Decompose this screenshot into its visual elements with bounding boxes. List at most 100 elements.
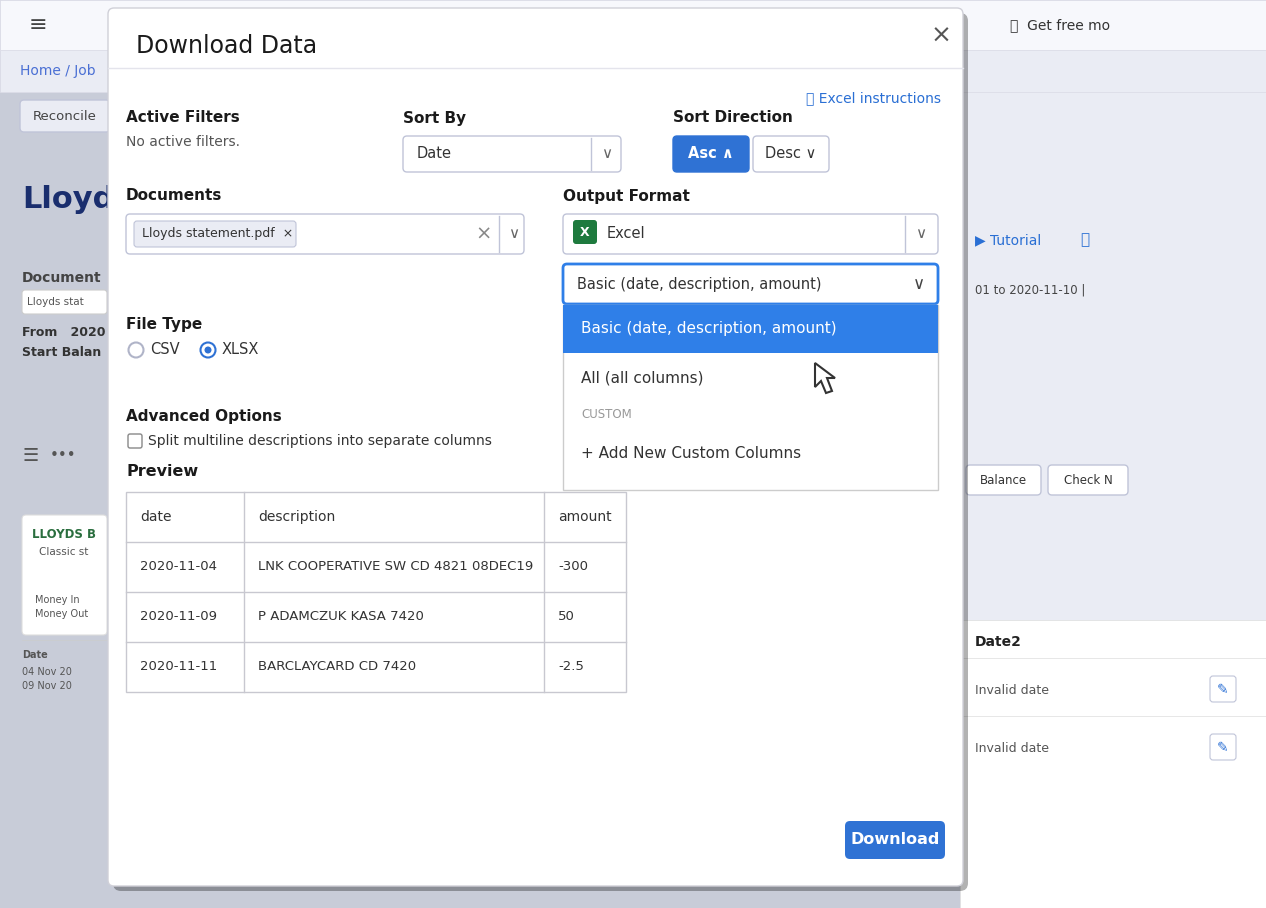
FancyBboxPatch shape bbox=[20, 100, 110, 132]
Text: 2020-11-04: 2020-11-04 bbox=[141, 560, 216, 574]
Text: Output Format: Output Format bbox=[563, 189, 690, 203]
Text: CUSTOM: CUSTOM bbox=[581, 409, 632, 421]
Bar bbox=[960, 92, 1266, 908]
Text: ⧉: ⧉ bbox=[1080, 232, 1089, 248]
Circle shape bbox=[200, 342, 215, 358]
Text: Date2: Date2 bbox=[975, 635, 1022, 649]
Text: File Type: File Type bbox=[127, 317, 203, 331]
Text: Download: Download bbox=[851, 833, 939, 847]
Text: 🎁  Get free mo: 🎁 Get free mo bbox=[1010, 18, 1110, 32]
Text: Preview: Preview bbox=[127, 465, 197, 479]
FancyBboxPatch shape bbox=[134, 221, 296, 247]
Text: Money In: Money In bbox=[35, 595, 80, 605]
Text: Classic st: Classic st bbox=[39, 547, 89, 557]
Text: Start Balan: Start Balan bbox=[22, 347, 101, 360]
Text: Asc ∧: Asc ∧ bbox=[689, 146, 734, 162]
Text: ▶ Tutorial: ▶ Tutorial bbox=[975, 233, 1041, 247]
Text: + Add New Custom Columns: + Add New Custom Columns bbox=[581, 446, 801, 460]
Bar bbox=[563, 305, 938, 353]
FancyBboxPatch shape bbox=[1210, 676, 1236, 702]
Text: Date: Date bbox=[22, 650, 48, 660]
FancyBboxPatch shape bbox=[966, 465, 1041, 495]
Text: Money Out: Money Out bbox=[35, 609, 89, 619]
Text: LLOYDS B: LLOYDS B bbox=[32, 528, 96, 541]
Bar bbox=[0, 0, 1266, 50]
Text: ∨: ∨ bbox=[509, 226, 519, 242]
Text: 01 to 2020-11-10 |: 01 to 2020-11-10 | bbox=[975, 283, 1085, 297]
Text: 09 Nov 20: 09 Nov 20 bbox=[22, 681, 72, 691]
FancyBboxPatch shape bbox=[22, 515, 108, 635]
Text: ✎: ✎ bbox=[1217, 683, 1229, 697]
Circle shape bbox=[129, 342, 143, 358]
Text: •••: ••• bbox=[49, 449, 77, 463]
Text: ∨: ∨ bbox=[913, 275, 925, 293]
Text: date: date bbox=[141, 510, 171, 524]
Text: LNK COOPERATIVE SW CD 4821 08DEC19: LNK COOPERATIVE SW CD 4821 08DEC19 bbox=[258, 560, 533, 574]
Text: Lloyds stat: Lloyds stat bbox=[27, 297, 84, 307]
Text: Split multiline descriptions into separate columns: Split multiline descriptions into separa… bbox=[148, 434, 492, 448]
Text: From   2020: From 2020 bbox=[22, 325, 105, 339]
FancyBboxPatch shape bbox=[128, 434, 142, 448]
Text: Sort By: Sort By bbox=[403, 111, 466, 125]
FancyBboxPatch shape bbox=[108, 8, 963, 886]
Text: ❓ Excel instructions: ❓ Excel instructions bbox=[806, 91, 941, 105]
Text: Download Data: Download Data bbox=[135, 34, 316, 58]
FancyBboxPatch shape bbox=[563, 264, 938, 304]
Text: All (all columns): All (all columns) bbox=[581, 370, 704, 386]
Bar bbox=[0, 50, 1266, 92]
Polygon shape bbox=[815, 363, 836, 393]
Text: Advanced Options: Advanced Options bbox=[127, 409, 282, 423]
Text: X: X bbox=[580, 225, 590, 239]
Text: ∨: ∨ bbox=[915, 226, 927, 242]
Text: Invalid date: Invalid date bbox=[975, 742, 1050, 755]
FancyBboxPatch shape bbox=[573, 220, 598, 244]
FancyBboxPatch shape bbox=[113, 13, 968, 891]
Text: 04 Nov 20: 04 Nov 20 bbox=[22, 667, 72, 677]
FancyBboxPatch shape bbox=[1210, 734, 1236, 760]
FancyBboxPatch shape bbox=[403, 136, 622, 172]
Text: Basic (date, description, amount): Basic (date, description, amount) bbox=[577, 277, 822, 291]
Text: Documents: Documents bbox=[127, 189, 223, 203]
Text: ×: × bbox=[476, 224, 492, 243]
Text: Check N: Check N bbox=[1063, 473, 1113, 487]
Text: BARCLAYCARD CD 7420: BARCLAYCARD CD 7420 bbox=[258, 660, 417, 674]
FancyBboxPatch shape bbox=[674, 136, 749, 172]
Text: 2020-11-09: 2020-11-09 bbox=[141, 610, 216, 624]
Text: Reconcile: Reconcile bbox=[33, 110, 97, 123]
Text: P ADAMCZUK KASA 7420: P ADAMCZUK KASA 7420 bbox=[258, 610, 424, 624]
Text: Document: Document bbox=[22, 271, 101, 285]
Text: -2.5: -2.5 bbox=[558, 660, 584, 674]
FancyBboxPatch shape bbox=[563, 214, 938, 254]
Text: 50: 50 bbox=[558, 610, 575, 624]
Text: Lloyds statement.pdf  ×: Lloyds statement.pdf × bbox=[142, 228, 294, 241]
Text: ☰: ☰ bbox=[22, 447, 38, 465]
Text: 2020-11-11: 2020-11-11 bbox=[141, 660, 218, 674]
Text: Desc ∨: Desc ∨ bbox=[766, 146, 817, 162]
Bar bbox=[127, 492, 625, 692]
Text: Active Filters: Active Filters bbox=[127, 111, 239, 125]
FancyBboxPatch shape bbox=[127, 214, 524, 254]
Text: -300: -300 bbox=[558, 560, 587, 574]
Text: XLSX: XLSX bbox=[222, 342, 260, 358]
Text: ×: × bbox=[931, 24, 952, 48]
Bar bbox=[960, 620, 1266, 908]
FancyBboxPatch shape bbox=[844, 821, 944, 859]
FancyBboxPatch shape bbox=[22, 290, 108, 314]
Text: Invalid date: Invalid date bbox=[975, 684, 1050, 696]
Bar bbox=[563, 305, 938, 490]
Text: amount: amount bbox=[558, 510, 611, 524]
Text: ✎: ✎ bbox=[1217, 741, 1229, 755]
Text: Home / Job: Home / Job bbox=[20, 64, 96, 78]
Text: Excel: Excel bbox=[606, 226, 646, 242]
Text: Lloydss: Lloydss bbox=[22, 185, 151, 214]
Text: ≡: ≡ bbox=[29, 15, 47, 35]
FancyBboxPatch shape bbox=[1048, 465, 1128, 495]
Text: No active filters.: No active filters. bbox=[127, 135, 241, 149]
Circle shape bbox=[205, 347, 211, 353]
Text: description: description bbox=[258, 510, 335, 524]
Text: CSV: CSV bbox=[149, 342, 180, 358]
Text: Balance: Balance bbox=[980, 473, 1027, 487]
Text: Date: Date bbox=[417, 146, 452, 162]
Text: Sort Direction: Sort Direction bbox=[674, 111, 793, 125]
Text: ∨: ∨ bbox=[601, 146, 613, 162]
